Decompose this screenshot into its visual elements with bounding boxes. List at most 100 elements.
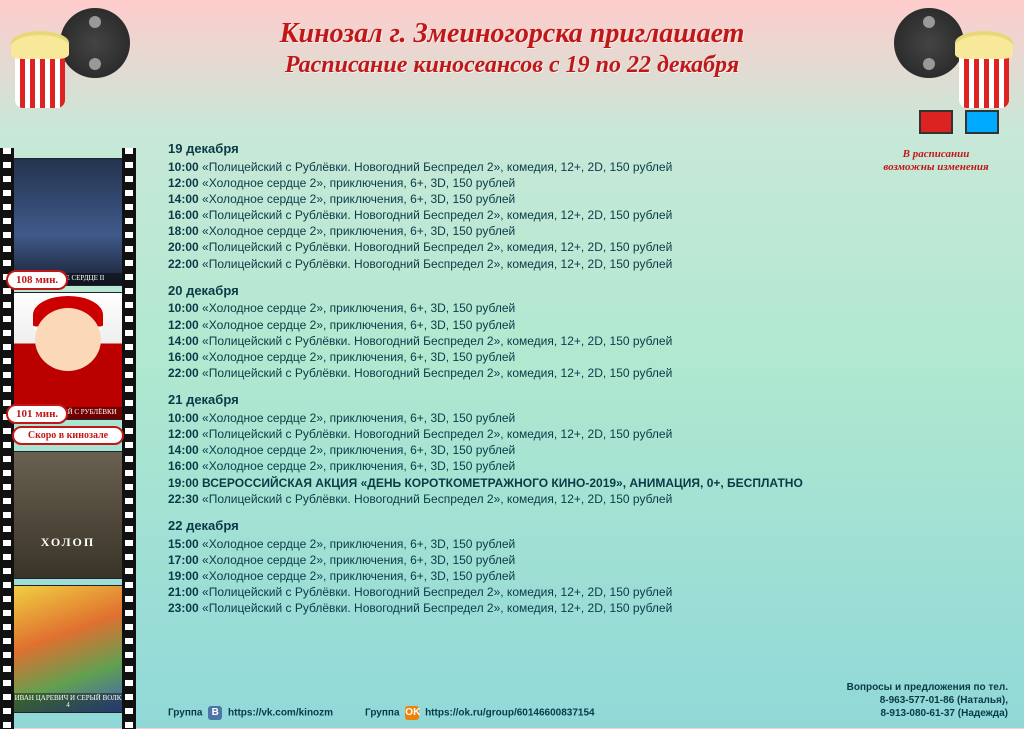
session-time: 22:00 — [168, 366, 202, 380]
session-time: 22:00 — [168, 257, 202, 271]
session-line: 21:00 «Полицейский с Рублёвки. Новогодни… — [168, 584, 1004, 600]
movie-poster: ХОЛОП — [12, 451, 124, 579]
day-block: 19 декабря10:00 «Полицейский с Рублёвки.… — [168, 140, 1004, 272]
session-time: 17:00 — [168, 553, 202, 567]
session-text: «Холодное сердце 2», приключения, 6+, 3D… — [202, 443, 515, 457]
session-text: «Холодное сердце 2», приключения, 6+, 3D… — [202, 569, 515, 583]
film-strip-icon — [122, 148, 136, 729]
session-line: 16:00 «Холодное сердце 2», приключения, … — [168, 349, 1004, 365]
day-block: 20 декабря10:00 «Холодное сердце 2», при… — [168, 282, 1004, 381]
movie-poster: ИВАН ЦАРЕВИЧ И СЕРЫЙ ВОЛК 4 — [12, 585, 124, 713]
session-text: «Полицейский с Рублёвки. Новогодний Бесп… — [202, 366, 672, 380]
session-line: 20:00 «Полицейский с Рублёвки. Новогодни… — [168, 239, 1004, 255]
session-time: 14:00 — [168, 334, 202, 348]
session-time: 12:00 — [168, 318, 202, 332]
movie-poster: ПОЛИЦЕЙСКИЙ С РУБЛЁВКИ — [12, 292, 124, 420]
session-text: «Холодное сердце 2», приключения, 6+, 3D… — [202, 537, 515, 551]
session-line: 17:00 «Холодное сердце 2», приключения, … — [168, 552, 1004, 568]
session-line: 12:00 «Холодное сердце 2», приключения, … — [168, 175, 1004, 191]
session-time: 16:00 — [168, 350, 202, 364]
session-time: 10:00 — [168, 411, 202, 425]
page-title-block: Кинозал г. Змеиногорска приглашает Распи… — [0, 0, 1024, 79]
ok-link[interactable]: Группа OK https://ok.ru/group/6014660083… — [365, 706, 595, 720]
social-links: Группа B https://vk.com/kinozm Группа OK… — [168, 706, 595, 720]
session-line: 14:00 «Холодное сердце 2», приключения, … — [168, 191, 1004, 207]
session-line: 19:00 «Холодное сердце 2», приключения, … — [168, 568, 1004, 584]
session-line: 16:00 «Полицейский с Рублёвки. Новогодни… — [168, 207, 1004, 223]
session-time: 16:00 — [168, 208, 202, 222]
session-time: 19:00 — [168, 476, 202, 490]
film-reel-icon — [60, 8, 130, 78]
session-time: 12:00 — [168, 427, 202, 441]
session-text: «Полицейский с Рублёвки. Новогодний Бесп… — [202, 427, 672, 441]
session-text: «Полицейский с Рублёвки. Новогодний Бесп… — [202, 160, 672, 174]
movie-poster: ХОЛОДНОЕ СЕРДЦЕ II — [12, 158, 124, 286]
duration-badge: 108 мин. — [6, 270, 68, 290]
session-time: 21:00 — [168, 585, 202, 599]
page-subtitle: Расписание киносеансов с 19 по 22 декабр… — [0, 52, 1024, 79]
day-block: 22 декабря15:00 «Холодное сердце 2», при… — [168, 517, 1004, 616]
session-time: 10:00 — [168, 160, 202, 174]
session-time: 14:00 — [168, 192, 202, 206]
session-text: «Холодное сердце 2», приключения, 6+, 3D… — [202, 176, 515, 190]
session-time: 20:00 — [168, 240, 202, 254]
session-text: «Холодное сердце 2», приключения, 6+, 3D… — [202, 553, 515, 567]
session-text: «Холодное сердце 2», приключения, 6+, 3D… — [202, 318, 515, 332]
session-text: «Холодное сердце 2», приключения, 6+, 3D… — [202, 459, 515, 473]
day-title: 21 декабря — [168, 391, 1004, 409]
session-text: «Полицейский с Рублёвки. Новогодний Бесп… — [202, 240, 672, 254]
session-time: 22:30 — [168, 492, 202, 506]
popcorn-icon — [15, 53, 65, 108]
poster-title: ХОЛОП — [13, 535, 123, 550]
session-text: «Полицейский с Рублёвки. Новогодний Бесп… — [202, 585, 672, 599]
session-text: «Полицейский с Рублёвки. Новогодний Бесп… — [202, 334, 672, 348]
session-text: ВСЕРОССИЙСКАЯ АКЦИЯ «ДЕНЬ КОРОТКОМЕТРАЖН… — [202, 476, 803, 490]
vk-icon: B — [208, 706, 222, 720]
footer: Группа B https://vk.com/kinozm Группа OK… — [168, 681, 1008, 720]
page-title: Кинозал г. Змеиногорска приглашает — [0, 18, 1024, 50]
session-time: 19:00 — [168, 569, 202, 583]
session-time: 10:00 — [168, 301, 202, 315]
glasses-3d-icon — [919, 110, 999, 140]
session-line: 10:00 «Полицейский с Рублёвки. Новогодни… — [168, 159, 1004, 175]
header-decor-right — [894, 8, 1014, 108]
session-line: 10:00 «Холодное сердце 2», приключения, … — [168, 410, 1004, 426]
film-reel-icon — [894, 8, 964, 78]
day-block: 21 декабря10:00 «Холодное сердце 2», при… — [168, 391, 1004, 507]
poster-title: ИВАН ЦАРЕВИЧ И СЕРЫЙ ВОЛК 4 — [13, 693, 123, 712]
session-line: 18:00 «Холодное сердце 2», приключения, … — [168, 223, 1004, 239]
day-title: 20 декабря — [168, 282, 1004, 300]
contact-title: Вопросы и предложения по тел. — [847, 681, 1008, 694]
session-time: 23:00 — [168, 601, 202, 615]
day-title: 22 декабря — [168, 517, 1004, 535]
vk-link[interactable]: Группа B https://vk.com/kinozm — [168, 706, 333, 720]
session-text: «Полицейский с Рублёвки. Новогодний Бесп… — [202, 257, 672, 271]
session-text: «Холодное сердце 2», приключения, 6+, 3D… — [202, 350, 515, 364]
session-line: 19:00 ВСЕРОССИЙСКАЯ АКЦИЯ «ДЕНЬ КОРОТКОМ… — [168, 475, 1004, 491]
session-text: «Полицейский с Рублёвки. Новогодний Бесп… — [202, 601, 672, 615]
session-line: 15:00 «Холодное сердце 2», приключения, … — [168, 536, 1004, 552]
session-text: «Полицейский с Рублёвки. Новогодний Бесп… — [202, 492, 672, 506]
day-title: 19 декабря — [168, 140, 1004, 158]
contact-phone: 8-913-080-61-37 (Надежда) — [847, 707, 1008, 720]
popcorn-icon — [959, 53, 1009, 108]
contact-info: Вопросы и предложения по тел. 8-963-577-… — [847, 681, 1008, 720]
session-line: 10:00 «Холодное сердце 2», приключения, … — [168, 300, 1004, 316]
session-line: 12:00 «Полицейский с Рублёвки. Новогодни… — [168, 426, 1004, 442]
poster-sidebar: ХОЛОДНОЕ СЕРДЦЕ II 108 мин. ПОЛИЦЕЙСКИЙ … — [12, 158, 124, 719]
ok-icon: OK — [405, 706, 419, 720]
session-line: 22:00 «Полицейский с Рублёвки. Новогодни… — [168, 365, 1004, 381]
session-text: «Холодное сердце 2», приключения, 6+, 3D… — [202, 301, 515, 315]
coming-soon-label: Скоро в кинозале — [12, 426, 124, 445]
header-decor-left — [10, 8, 130, 108]
schedule-body: 19 декабря10:00 «Полицейский с Рублёвки.… — [168, 140, 1004, 627]
session-text: «Полицейский с Рублёвки. Новогодний Бесп… — [202, 208, 672, 222]
session-text: «Холодное сердце 2», приключения, 6+, 3D… — [202, 224, 515, 238]
session-line: 14:00 «Холодное сердце 2», приключения, … — [168, 442, 1004, 458]
session-line: 23:00 «Полицейский с Рублёвки. Новогодни… — [168, 600, 1004, 616]
session-line: 22:00 «Полицейский с Рублёвки. Новогодни… — [168, 256, 1004, 272]
session-time: 14:00 — [168, 443, 202, 457]
duration-badge: 101 мин. — [6, 404, 68, 424]
session-text: «Холодное сердце 2», приключения, 6+, 3D… — [202, 411, 515, 425]
session-time: 12:00 — [168, 176, 202, 190]
